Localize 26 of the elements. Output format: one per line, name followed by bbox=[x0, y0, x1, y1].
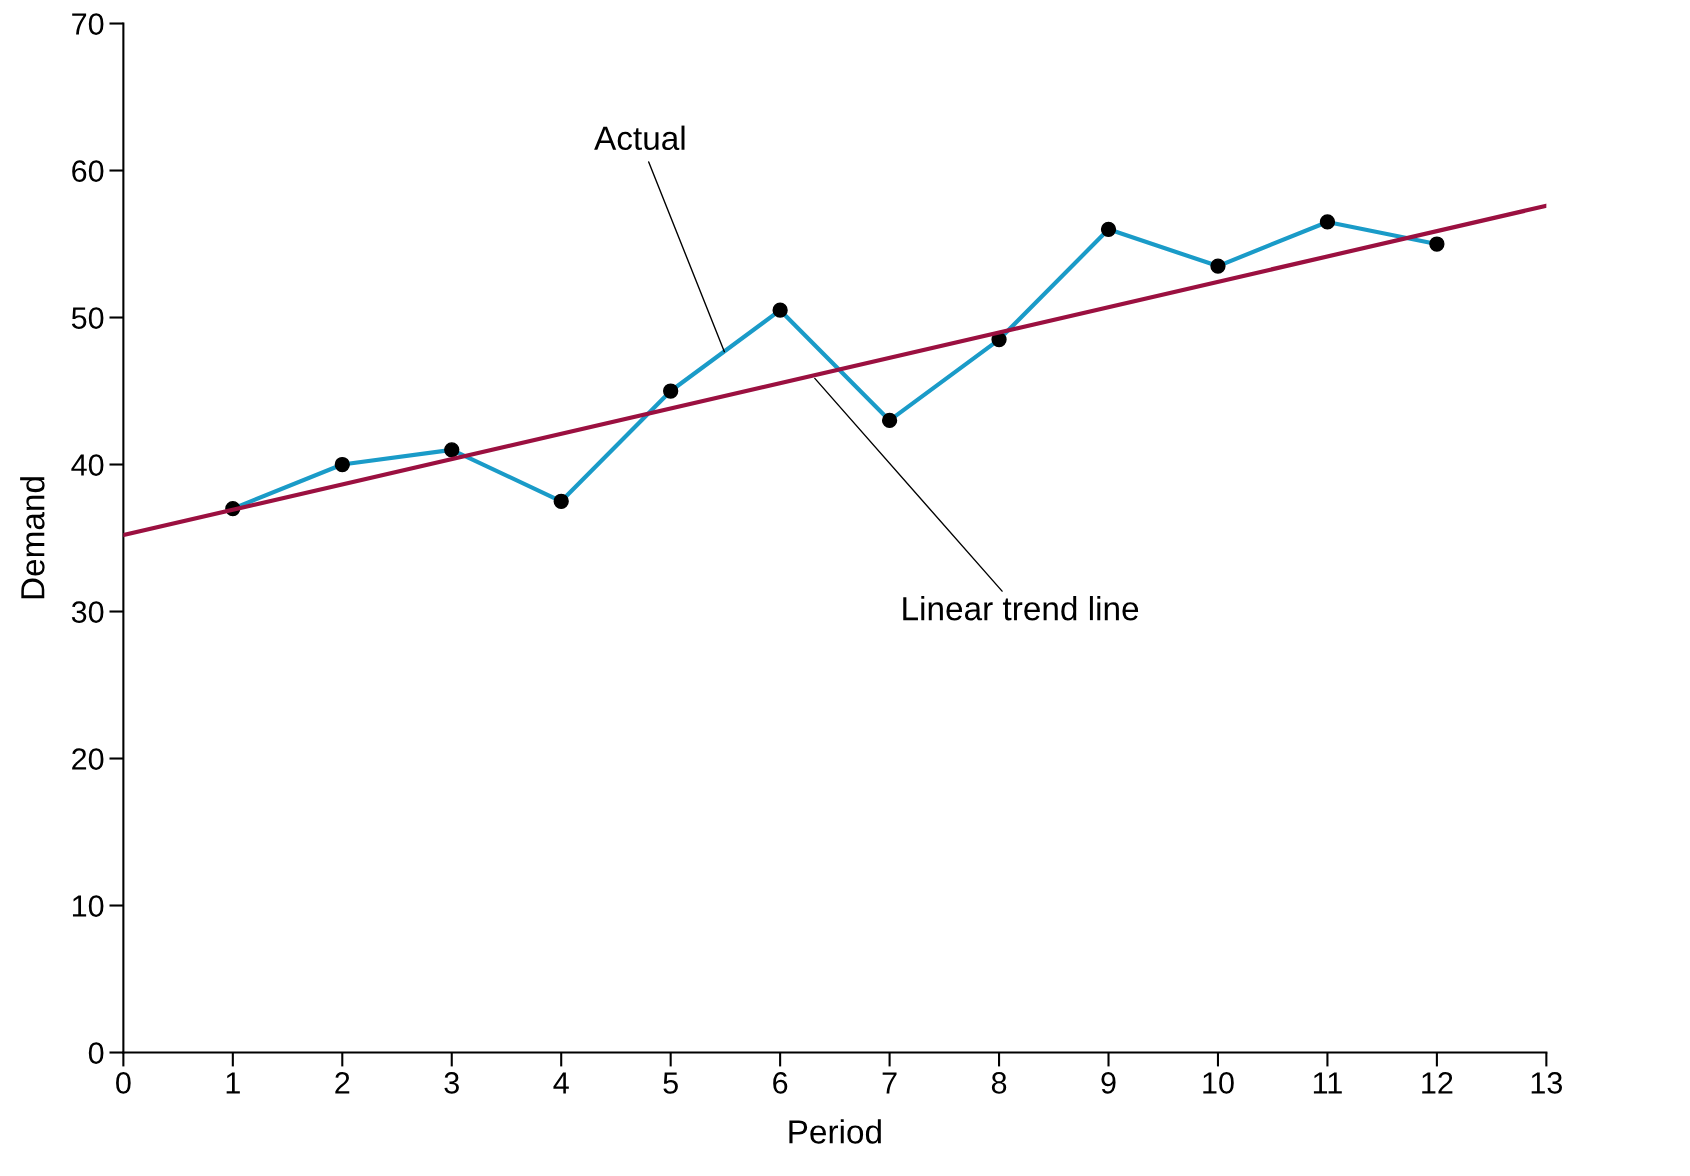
x-tick-label: 8 bbox=[991, 1072, 1007, 1094]
y-tick-label: 30 bbox=[71, 601, 104, 623]
x-tick-label: 2 bbox=[335, 1072, 350, 1094]
x-tick-label: 11 bbox=[1313, 1072, 1342, 1094]
x-tick-label: 1 bbox=[226, 1072, 240, 1094]
y-tick-label: 10 bbox=[72, 895, 104, 917]
y-axis-title: Demand bbox=[20, 477, 45, 599]
annotation: Linear trend line bbox=[903, 595, 1139, 621]
y-tick-label: 20 bbox=[72, 748, 104, 770]
y-tick-label: 50 bbox=[71, 307, 104, 329]
x-axis-title: Period bbox=[789, 1119, 881, 1144]
x-tick-label: 12 bbox=[1422, 1072, 1453, 1094]
y-tick-label: 0 bbox=[88, 1042, 104, 1064]
x-tick-label: 9 bbox=[1101, 1072, 1116, 1094]
x-tick-label: 10 bbox=[1203, 1072, 1234, 1094]
y-tick-label: 40 bbox=[71, 454, 104, 476]
annotation: Actual bbox=[594, 125, 685, 151]
x-tick-label: 4 bbox=[553, 1072, 569, 1094]
y-tick-label: 60 bbox=[72, 160, 104, 182]
x-tick-label: 6 bbox=[773, 1072, 788, 1094]
y-tick-label: 70 bbox=[72, 13, 104, 35]
x-tick-label: 0 bbox=[116, 1072, 131, 1094]
x-tick-label: 3 bbox=[444, 1072, 459, 1094]
x-tick-label: 13 bbox=[1531, 1072, 1562, 1094]
x-tick-label: 7 bbox=[882, 1072, 897, 1094]
x-tick-label: 5 bbox=[663, 1072, 678, 1094]
